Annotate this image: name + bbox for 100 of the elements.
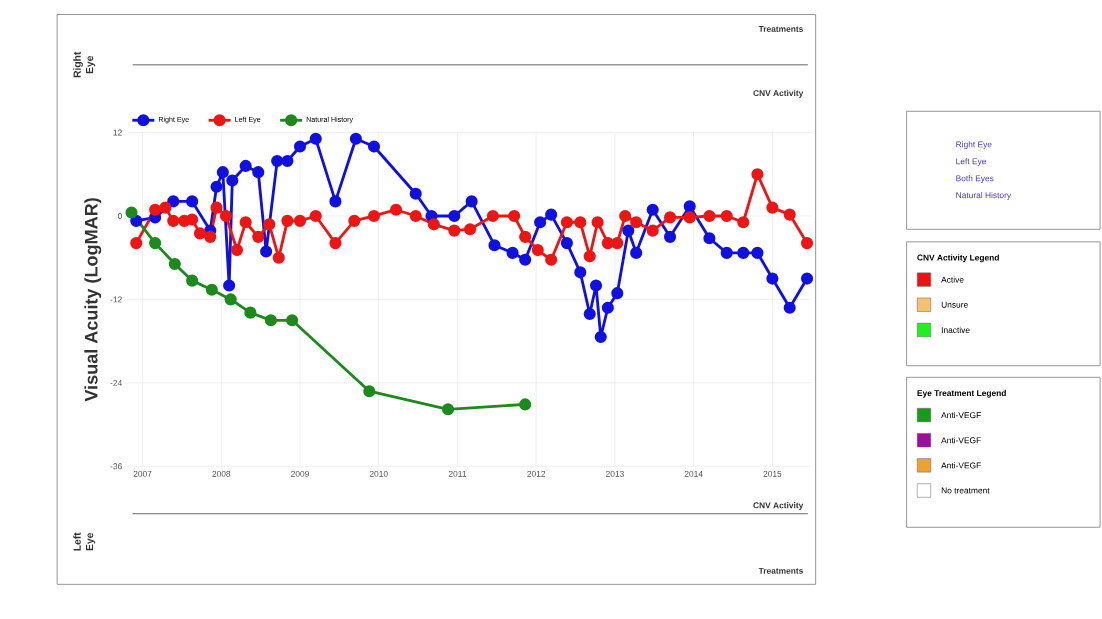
point [560, 216, 573, 229]
point [205, 283, 218, 296]
category-label: Anti-VEGF [941, 437, 981, 444]
point [252, 230, 265, 243]
point [272, 251, 285, 264]
point [167, 195, 180, 208]
point [611, 236, 624, 250]
text: CNV Activity [753, 89, 804, 98]
y-axis-title: Visual Acuity (LogMAR) [84, 198, 102, 402]
point [583, 250, 596, 263]
point [363, 385, 376, 398]
point [427, 218, 440, 231]
point [663, 230, 677, 243]
point [309, 209, 322, 222]
point [720, 209, 733, 222]
point [630, 216, 643, 229]
point [264, 314, 277, 327]
text: Natural History [956, 191, 1012, 200]
point [783, 208, 796, 221]
point [683, 211, 696, 224]
point [204, 230, 217, 243]
point [519, 398, 532, 411]
point [223, 279, 236, 292]
text: Eye Treatment Legend [917, 389, 1006, 398]
x-tick-label: 2010 [369, 470, 388, 477]
point [646, 224, 659, 237]
x-tick-label: 2013 [606, 470, 624, 477]
point [519, 253, 532, 266]
x-tick-label: 2008 [212, 470, 231, 477]
point [488, 239, 501, 252]
point [783, 301, 796, 314]
text: Left Eye [73, 532, 96, 551]
point [464, 223, 477, 236]
point [293, 140, 307, 153]
point [293, 214, 307, 227]
point [367, 209, 381, 222]
point [506, 246, 519, 259]
text: Right Eye [73, 51, 96, 78]
point [219, 209, 233, 222]
point [210, 201, 223, 214]
point [531, 243, 544, 257]
text: CNV Activity [753, 502, 804, 510]
point [545, 208, 558, 221]
point [448, 209, 461, 222]
y-tick-label: 0 [117, 212, 122, 219]
point [409, 209, 422, 222]
point [448, 224, 461, 237]
point [239, 159, 252, 172]
point [309, 132, 322, 145]
point [149, 236, 162, 250]
point [800, 272, 814, 285]
point [737, 216, 750, 229]
y-tick-label: -12 [110, 296, 122, 303]
x-tick-label: 2014 [684, 470, 703, 477]
point [186, 195, 199, 208]
text: Both Eyes [956, 174, 994, 183]
point [720, 246, 733, 259]
category-label: Inactive [941, 326, 970, 333]
text: Right Eye [956, 141, 992, 149]
point [486, 209, 499, 222]
x-tick-label: 2009 [291, 470, 309, 477]
point [226, 174, 239, 187]
point [389, 203, 403, 216]
point [271, 154, 284, 168]
text: CNV Activity Legend [917, 254, 999, 263]
x-tick-label: 2011 [448, 470, 467, 477]
point [281, 214, 294, 227]
point [601, 301, 614, 314]
point [329, 236, 342, 250]
point [545, 253, 558, 266]
point [329, 195, 342, 208]
point [611, 287, 624, 300]
point [168, 257, 181, 270]
point [130, 236, 143, 250]
x-tick-label: 2007 [133, 470, 152, 477]
point [574, 216, 587, 229]
x-tick-label: 2015 [763, 470, 782, 477]
point [230, 243, 244, 257]
point [441, 403, 455, 416]
category-label: Active [941, 276, 964, 283]
point [224, 293, 237, 306]
point [630, 246, 643, 259]
point [409, 187, 422, 200]
point [560, 236, 573, 250]
point [800, 236, 814, 250]
point [263, 218, 276, 231]
point [519, 230, 532, 243]
point [622, 224, 635, 237]
point [574, 266, 587, 279]
point [646, 203, 659, 216]
point [367, 140, 381, 153]
point [766, 201, 779, 214]
category-label: Unsure [941, 301, 968, 308]
point [252, 166, 265, 179]
point [186, 274, 199, 287]
point [583, 307, 596, 320]
y-tick-label: -36 [110, 463, 122, 470]
point [766, 272, 779, 285]
point [125, 206, 138, 219]
category-label: No treatment [941, 487, 990, 494]
